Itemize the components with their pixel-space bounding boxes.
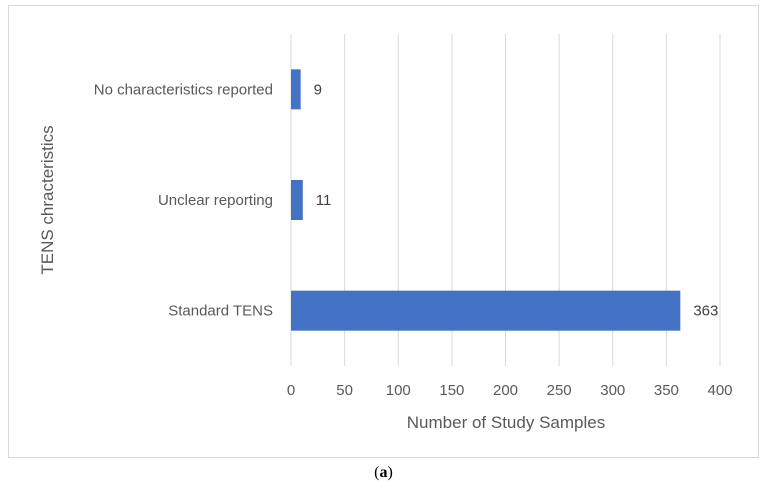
x-tick-label: 150 [439, 382, 464, 399]
category-label: Unclear reporting [158, 192, 273, 209]
y-axis-title: TENS chracteristics [38, 125, 57, 274]
caption-open: ( [374, 464, 380, 481]
x-tick-label: 250 [547, 382, 572, 399]
x-tick-label: 0 [287, 382, 295, 399]
x-axis-title: Number of Study Samples [407, 413, 605, 432]
category-label: No characteristics reported [94, 81, 273, 98]
bars [291, 69, 681, 331]
x-tick-label: 350 [654, 382, 679, 399]
caption-letter: a [379, 464, 388, 481]
labels: 0 50 100 150 200 250 300 350 400 No characteristi… [94, 81, 733, 399]
bar [291, 290, 681, 331]
x-tick-label: 200 [493, 382, 518, 399]
x-tick-label: 100 [386, 382, 411, 399]
caption-close: ) [387, 464, 393, 481]
chart-frame [8, 5, 759, 458]
data-label: 11 [316, 192, 332, 209]
x-tick-label: 300 [600, 382, 625, 399]
bar [291, 69, 301, 110]
category-label: Standard TENS [168, 303, 273, 320]
bar [291, 180, 303, 220]
x-tick-label: 400 [707, 382, 732, 399]
data-label: 363 [693, 303, 718, 320]
x-tick-label: 50 [336, 382, 353, 399]
data-label: 9 [314, 81, 322, 98]
figure-caption: (a) [0, 464, 767, 482]
